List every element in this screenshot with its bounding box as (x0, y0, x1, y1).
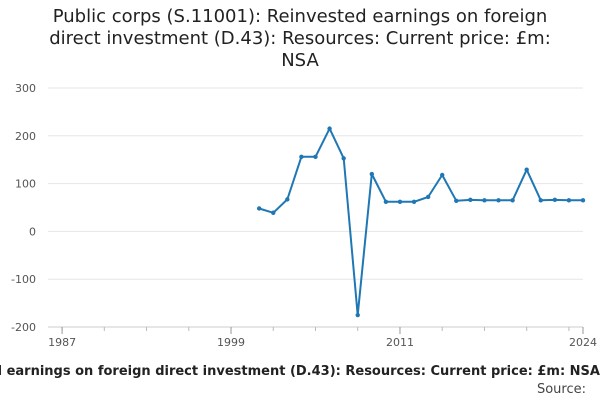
data-point (524, 167, 529, 172)
data-point (313, 154, 318, 160)
data-point (355, 312, 360, 318)
footer-source: Source: (536, 382, 586, 397)
data-point (440, 172, 445, 178)
series-layer (256, 126, 586, 318)
footer-series-label: Public corps (S.11001): Reinvested earni… (0, 364, 600, 379)
data-point (496, 198, 501, 203)
series-line (258, 127, 583, 317)
data-point (538, 198, 543, 203)
y-tick-label: 300 (15, 82, 36, 95)
data-point (425, 194, 431, 200)
data-point (383, 199, 389, 204)
data-point (411, 199, 417, 204)
gridlines (48, 87, 583, 328)
y-tick-label: 100 (15, 178, 36, 191)
data-point (327, 126, 332, 131)
data-point (397, 199, 403, 204)
x-tick-label: 1999 (217, 336, 245, 349)
data-point (454, 198, 459, 204)
data-point (341, 156, 346, 161)
data-point (580, 198, 586, 203)
axes: 300 200 100 0 -100 -200 1987 1999 2011 2024 (11, 82, 597, 349)
y-tick-label: 0 (29, 225, 36, 238)
data-point (256, 206, 262, 211)
data-point (482, 198, 487, 203)
x-tick-label: 2011 (386, 336, 414, 349)
data-point (468, 197, 473, 203)
y-tick-label: -200 (11, 321, 36, 334)
data-point (369, 171, 375, 177)
data-point (510, 198, 515, 203)
chart-title: Public corps (S.11001): Reinvested earni… (49, 6, 551, 71)
data-point (271, 210, 276, 215)
y-tick-label: -100 (11, 273, 36, 286)
y-tick-label: 200 (15, 130, 36, 143)
data-point (285, 197, 290, 202)
x-tick-label: 2024 (569, 336, 597, 349)
data-point (299, 154, 304, 160)
data-point (566, 198, 572, 203)
data-point (552, 197, 558, 203)
x-tick-label: 1987 (48, 336, 76, 349)
